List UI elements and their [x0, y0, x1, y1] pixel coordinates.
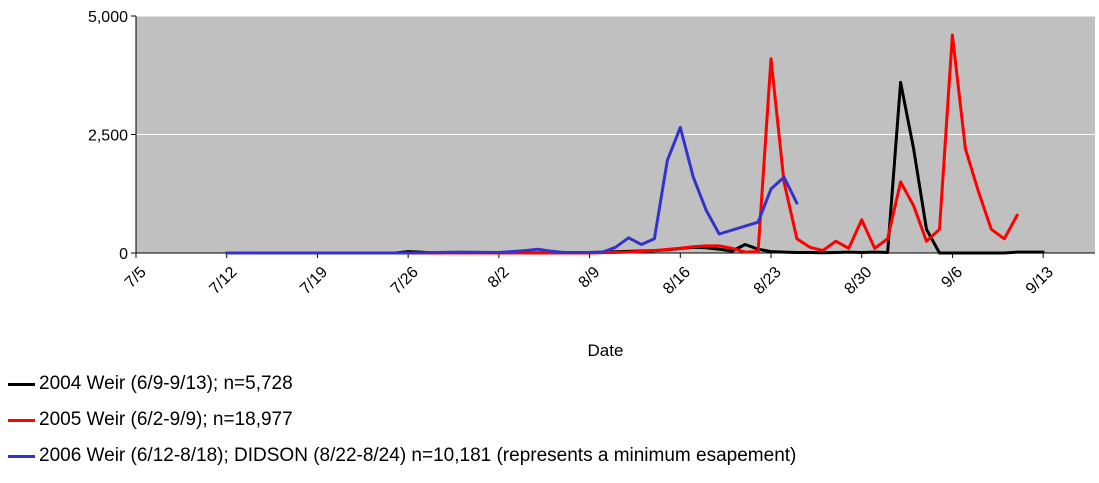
x-tick-label: 9/6: [938, 264, 966, 292]
series-line-2: [225, 33, 1019, 255]
x-tick-label: 9/13: [1023, 264, 1057, 298]
legend-swatch: [8, 418, 35, 422]
x-axis-ticks: 7/5 7/12 7/19 7/26 8/2 8/9 8/16 8/23 8/30 9/6 9/13: [122, 253, 1057, 298]
legend-swatch: [8, 382, 35, 386]
series-line-3: [225, 125, 799, 255]
y-axis-ticks: 0 2,500 5,000: [88, 9, 136, 263]
legend-entry: 2006 Weir (6/12-8/18); DIDSON (8/22-8/24…: [8, 438, 796, 474]
legend-entry: 2004 Weir (6/9-9/13); n=5,728: [8, 366, 796, 402]
series-lines: [225, 33, 1045, 255]
legend-swatch: [8, 454, 35, 458]
y-tick-label: 5,000: [88, 9, 128, 26]
gridlines: [136, 15, 1095, 135]
x-tick-label: 7/26: [388, 264, 422, 298]
legend-entry: 2005 Weir (6/2-9/9); n=18,977: [8, 402, 796, 438]
legend-label: 2006 Weir (6/12-8/18); DIDSON (8/22-8/24…: [39, 445, 797, 466]
legend-label: 2005 Weir (6/2-9/9); n=18,977: [39, 409, 293, 430]
legend-label: 2004 Weir (6/9-9/13); n=5,728: [39, 373, 293, 394]
legend: 2004 Weir (6/9-9/13); n=5,728 2005 Weir (…: [8, 366, 796, 474]
x-tick-label: 7/12: [206, 264, 240, 298]
x-tick-label: 8/2: [485, 264, 513, 292]
x-tick-label: 7/5: [122, 264, 150, 292]
y-tick-label: 0: [119, 246, 128, 263]
line-chart: 0 2,500 5,000 7/5 7/12 7/19 7/26 8/2 8/9 8/16 8/2…: [88, 9, 1095, 360]
x-tick-label: 8/16: [660, 264, 694, 298]
y-tick-label: 2,500: [88, 128, 128, 145]
x-tick-label: 8/9: [576, 264, 604, 292]
x-tick-label: 7/19: [297, 264, 331, 298]
x-tick-label: 8/30: [841, 264, 875, 298]
x-axis-title: Date: [588, 341, 624, 360]
x-tick-label: 8/23: [751, 264, 785, 298]
